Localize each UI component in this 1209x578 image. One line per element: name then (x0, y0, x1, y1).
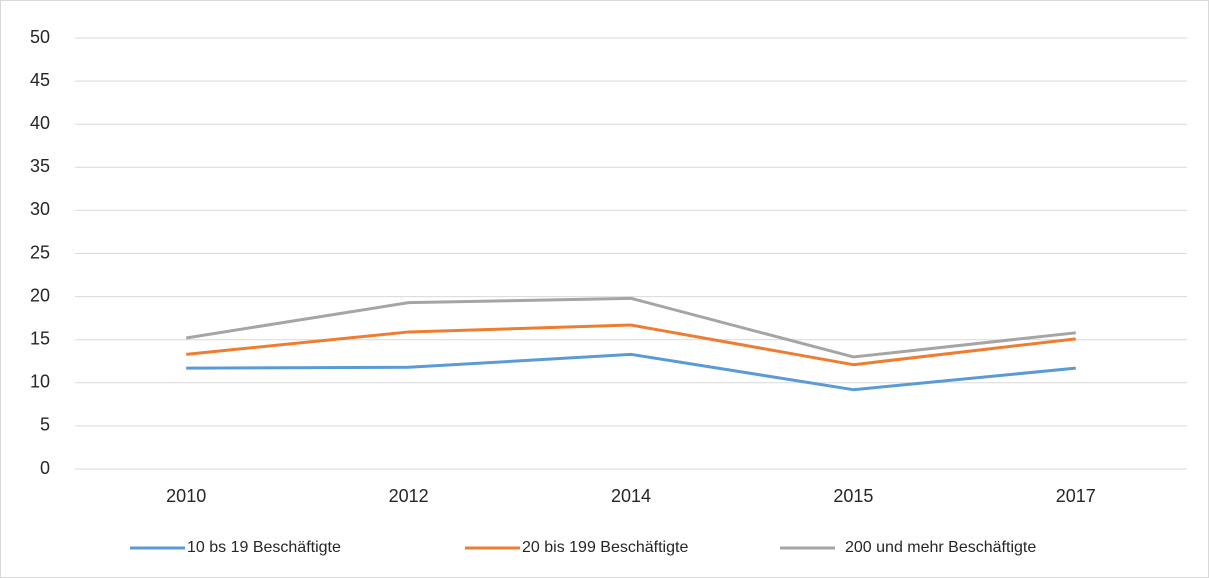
y-tick-label: 10 (30, 372, 50, 392)
legend-label: 20 bis 199 Beschäftigte (522, 539, 688, 556)
data-line (186, 323, 1076, 367)
x-tick-label: 2010 (166, 486, 206, 506)
y-tick-label: 30 (30, 199, 50, 219)
y-tick-label: 5 (40, 415, 50, 435)
y-tick-label: 0 (40, 458, 50, 478)
data-line (186, 352, 1076, 392)
x-tick-label: 2014 (611, 486, 651, 506)
y-tick-label: 45 (30, 70, 50, 90)
legend-label: 200 und mehr Beschäftigte (845, 539, 1036, 556)
y-tick-label: 35 (30, 156, 50, 176)
data-line (185, 296, 1076, 359)
y-tick-label: 25 (30, 242, 50, 262)
y-tick-label: 40 (30, 113, 50, 133)
x-tick-label: 2017 (1056, 486, 1096, 506)
legend-label: 10 bs 19 Beschäftigte (187, 539, 341, 556)
y-tick-label: 50 (30, 27, 50, 47)
x-tick-label: 2015 (833, 486, 873, 506)
y-tick-label: 20 (30, 285, 50, 305)
x-tick-label: 2012 (389, 486, 429, 506)
y-tick-label: 15 (30, 328, 50, 348)
